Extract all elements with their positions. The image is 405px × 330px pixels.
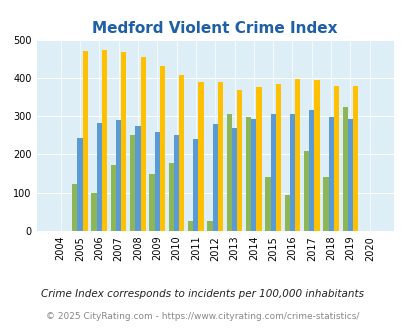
Bar [270,114,275,231]
Bar [289,114,294,231]
Bar [237,90,242,231]
Bar [154,132,160,231]
Bar [275,84,280,231]
Bar [303,150,309,231]
Bar [207,221,212,231]
Bar [72,184,77,231]
Text: Crime Index corresponds to incidents per 100,000 inhabitants: Crime Index corresponds to incidents per… [41,289,364,299]
Bar [347,119,352,231]
Text: © 2025 CityRating.com - https://www.cityrating.com/crime-statistics/: © 2025 CityRating.com - https://www.city… [46,312,359,321]
Bar [140,57,145,231]
Bar [149,174,154,231]
Bar [309,110,313,231]
Bar [193,139,198,231]
Bar [116,119,121,231]
Bar [294,79,300,231]
Bar [231,128,237,231]
Bar [333,86,338,231]
Bar [82,51,87,231]
Bar [264,178,270,231]
Bar [102,50,107,231]
Bar [130,135,135,231]
Bar [322,178,328,231]
Bar [342,107,347,231]
Bar [198,82,203,231]
Bar [135,126,140,231]
Bar [188,221,193,231]
Bar [212,124,217,231]
Bar [256,87,261,231]
Bar [328,117,333,231]
Bar [173,135,179,231]
Bar [217,82,222,231]
Bar [226,114,231,231]
Bar [96,123,102,231]
Bar [121,52,126,231]
Bar [352,86,357,231]
Bar [313,80,319,231]
Title: Medford Violent Crime Index: Medford Violent Crime Index [92,21,337,36]
Bar [111,165,116,231]
Bar [179,75,184,231]
Bar [77,138,82,231]
Bar [251,119,256,231]
Bar [160,66,165,231]
Bar [91,193,96,231]
Bar [245,117,251,231]
Bar [284,195,289,231]
Bar [168,163,173,231]
